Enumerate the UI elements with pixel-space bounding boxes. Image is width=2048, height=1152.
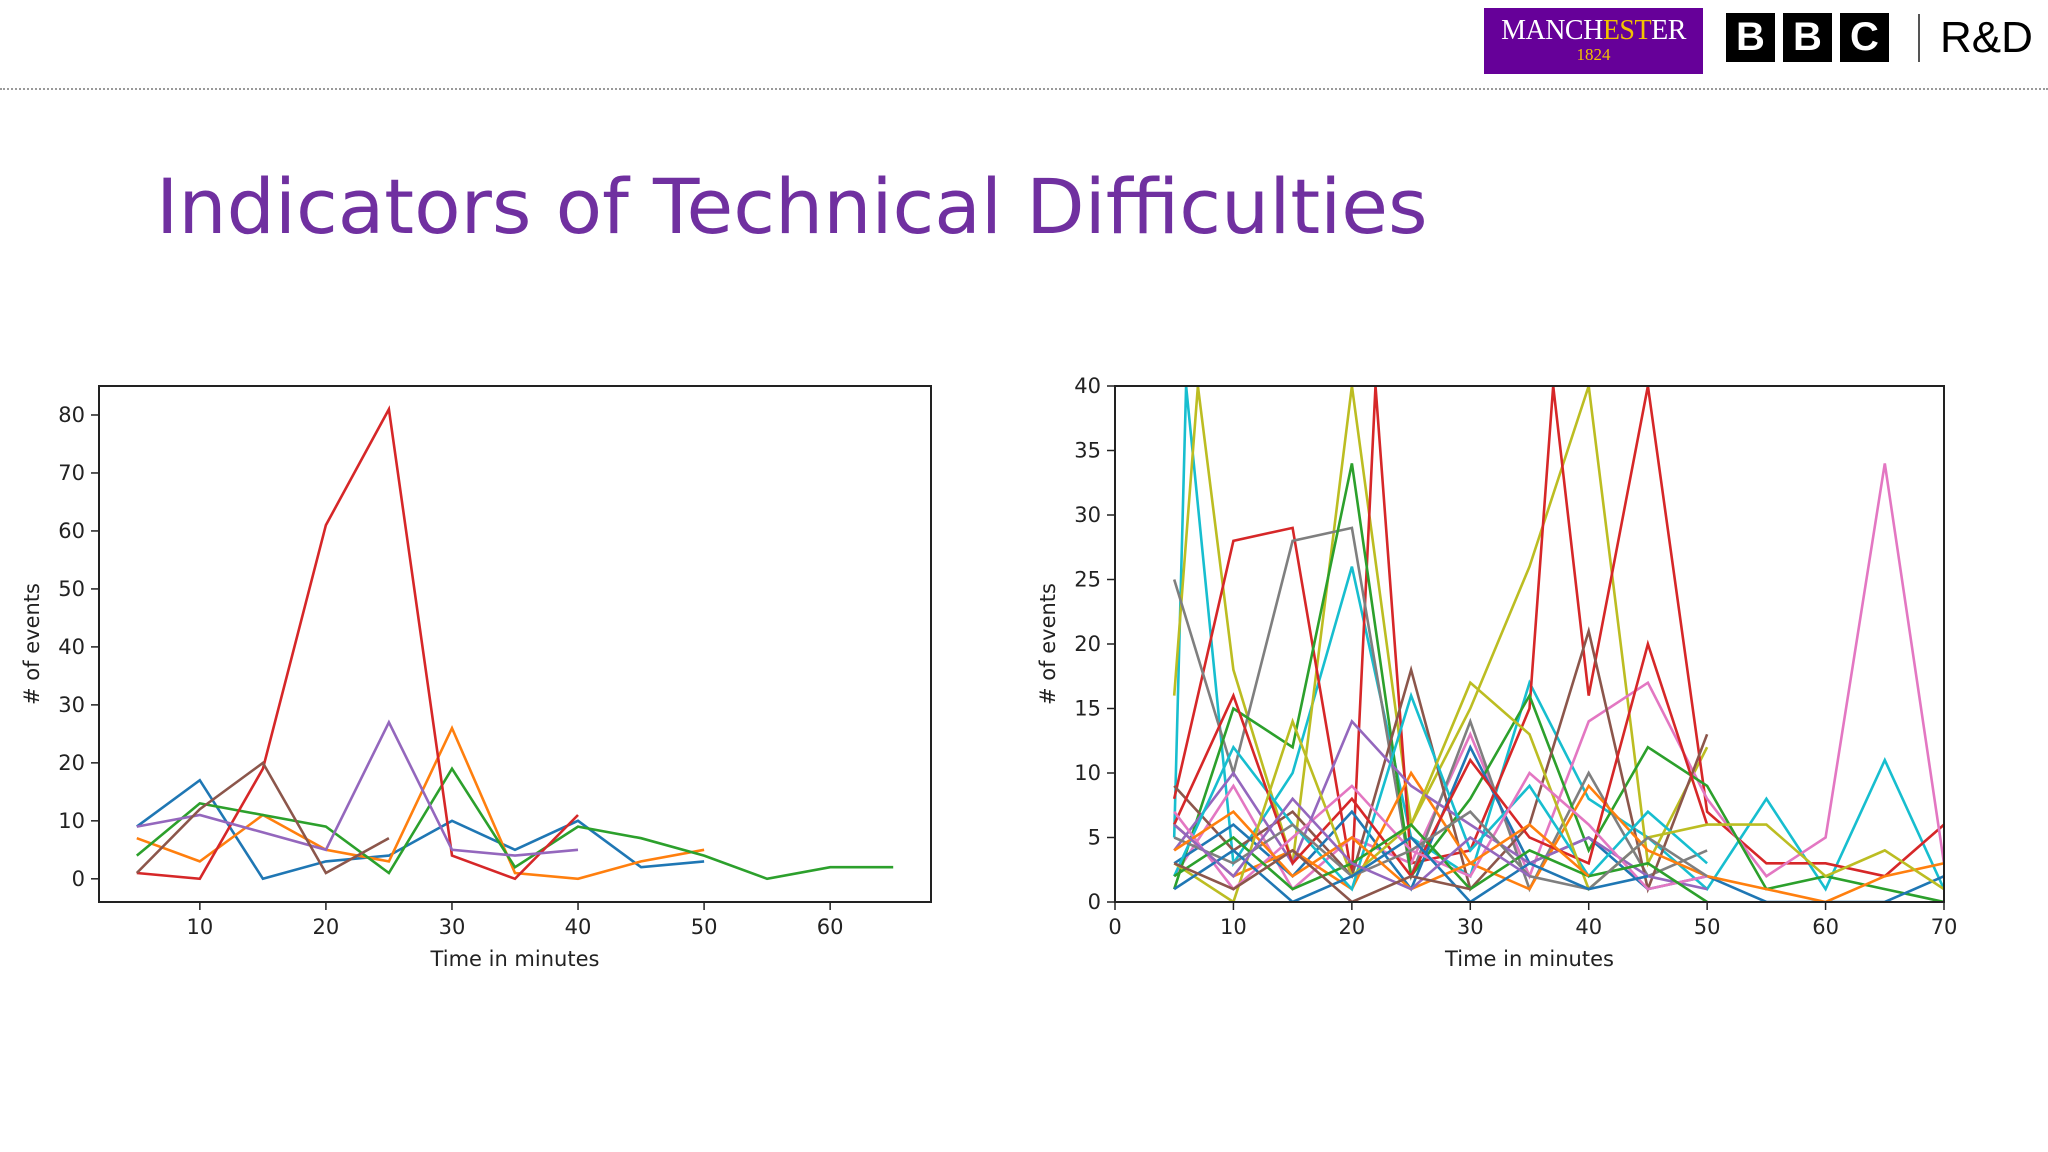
y-tick-label: 20	[58, 751, 85, 775]
y-tick-label: 35	[1074, 439, 1101, 463]
manchester-logo: MANCHESTER 1824	[1484, 8, 1703, 74]
rd-label: R&D	[1940, 13, 2033, 62]
y-tick-label: 0	[72, 867, 85, 891]
x-tick-label: 50	[1694, 915, 1721, 939]
series-line-19	[1173, 796, 1531, 891]
series-line-5	[1172, 526, 1708, 893]
plot-area	[135, 405, 894, 881]
y-axis-label: # of events	[1036, 583, 1060, 705]
chart-right: 0 10 20 30 40 50 60 70 0 5 10 15 20 25 30 35 40 Time in m…	[1036, 374, 1958, 971]
y-tick-label: 60	[58, 519, 85, 543]
y-tick-label: 25	[1074, 568, 1101, 592]
y-tick-label: 20	[1074, 632, 1101, 656]
x-tick-label: 20	[1338, 915, 1365, 939]
y-tick-label: 10	[1074, 761, 1101, 785]
bbc-logo-block-2: B	[1783, 13, 1832, 62]
series-line-9	[1173, 770, 1944, 902]
chart-left: 10 20 30 40 50 60 0 10 20 30 40 50 60 70 80 Time in min…	[20, 385, 932, 971]
y-tick-label: 80	[58, 403, 85, 427]
series-line-2	[1172, 386, 1709, 868]
series-line-5	[136, 719, 579, 857]
header-divider	[0, 88, 2048, 90]
plot-area	[1172, 386, 1944, 902]
x-tick-label: 50	[691, 915, 718, 939]
x-tick-label: 60	[817, 915, 844, 939]
x-tick-label: 0	[1108, 915, 1121, 939]
x-tick-label: 10	[186, 915, 213, 939]
series-line-17	[1173, 810, 1590, 891]
series-line-6	[135, 760, 390, 875]
x-tick-label: 40	[1575, 915, 1602, 939]
bbc-logo: B B C	[1726, 13, 1889, 62]
x-tick-label: 20	[313, 915, 340, 939]
manchester-logo-word: MANCHESTER	[1501, 15, 1686, 46]
series-line-11	[1173, 691, 1708, 892]
y-tick-label: 0	[1088, 890, 1101, 914]
y-tick-label: 40	[1074, 374, 1101, 398]
bbc-logo-block-1: B	[1726, 13, 1775, 62]
y-tick-label: 5	[1088, 826, 1101, 850]
rd-divider	[1918, 14, 1920, 62]
y-tick-label: 30	[1074, 503, 1101, 527]
x-axis-label: Time in minutes	[1444, 947, 1614, 971]
series-line-12	[1173, 639, 1709, 879]
slide-title: Indicators of Technical Difficulties	[156, 162, 1428, 251]
series-line-3	[1172, 386, 1944, 878]
series-line-7	[1173, 626, 1709, 894]
series-line-18	[1173, 835, 1649, 902]
y-tick-label: 15	[1074, 697, 1101, 721]
series-line-1	[136, 778, 705, 881]
series-line-3	[135, 766, 894, 881]
y-tick-label: 10	[58, 809, 85, 833]
y-tick-label: 50	[58, 577, 85, 601]
x-tick-label: 30	[1457, 915, 1484, 939]
x-tick-label: 40	[565, 915, 592, 939]
series-line-13	[1173, 680, 1944, 902]
series-line-6	[1172, 463, 1944, 902]
bbc-logo-block-3: C	[1840, 13, 1889, 62]
y-tick-label: 40	[58, 635, 85, 659]
y-tick-label: 30	[58, 693, 85, 717]
series-line-4	[136, 405, 579, 881]
x-tick-label: 30	[439, 915, 466, 939]
x-tick-label: 10	[1220, 915, 1247, 939]
manchester-logo-year: 1824	[1576, 45, 1611, 64]
x-axis-label: Time in minutes	[430, 947, 600, 971]
y-axis-label: # of events	[20, 583, 44, 705]
y-tick-label: 70	[58, 461, 85, 485]
series-line-15	[1173, 822, 1708, 902]
series-line-2	[136, 724, 705, 881]
x-tick-label: 70	[1931, 915, 1958, 939]
series-line-20	[1173, 848, 1471, 902]
plot-frame	[98, 385, 932, 903]
x-tick-label: 60	[1812, 915, 1839, 939]
